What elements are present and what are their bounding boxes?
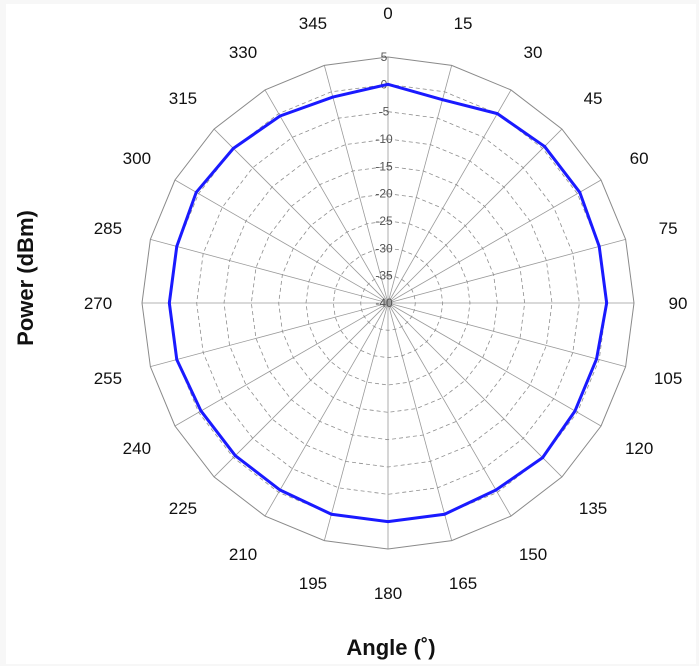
- spoke-line: [387, 302, 602, 427]
- data-point: [386, 520, 390, 524]
- angle-tick-label: 120: [625, 439, 653, 458]
- spoke-line: [387, 89, 512, 304]
- radial-tick-label: -20: [375, 187, 393, 201]
- angle-tick-label: 180: [374, 584, 402, 603]
- angle-tick-label: 30: [524, 43, 543, 62]
- data-point: [199, 409, 203, 413]
- spoke-line: [387, 302, 563, 478]
- angle-tick-labels: 0 15 30 45 60 75 90 105 120 135 150 165 180 195 210 225…: [84, 4, 688, 603]
- grid-ring: [305, 220, 471, 386]
- grid-ring: [360, 275, 416, 331]
- radial-tick-label: -35: [375, 269, 393, 283]
- spoke-line: [213, 128, 389, 304]
- angle-tick-label: 255: [94, 369, 122, 388]
- radial-tick-label: -40: [375, 296, 393, 310]
- angle-tick-label: 240: [123, 439, 151, 458]
- grid-ring: [250, 165, 526, 441]
- angle-tick-label: 270: [84, 294, 112, 313]
- angle-tick-label: 330: [229, 43, 257, 62]
- data-point: [175, 358, 179, 361]
- data-point: [331, 95, 335, 99]
- data-point: [330, 512, 333, 516]
- radial-tick-label: -30: [375, 241, 393, 255]
- spoke-line: [387, 302, 453, 541]
- spoke-line: [323, 302, 389, 541]
- data-point: [573, 409, 577, 413]
- outer-ring: [141, 56, 635, 550]
- angle-tick-label: 105: [654, 369, 682, 388]
- spoke-line: [387, 65, 453, 304]
- data-point: [278, 114, 282, 118]
- radial-tick-label: -25: [375, 214, 393, 228]
- radial-tick-label: 5: [381, 50, 388, 64]
- angle-tick-label: 135: [579, 499, 607, 518]
- data-point: [543, 145, 546, 148]
- angle-tick-label: 300: [123, 149, 151, 168]
- spoke-line: [323, 65, 389, 304]
- data-point: [597, 245, 601, 248]
- grid-ring: [223, 138, 553, 468]
- data-point: [233, 454, 237, 458]
- angle-tick-label: 45: [584, 89, 603, 108]
- data-point: [278, 488, 282, 492]
- radial-tick-label: -5: [379, 105, 390, 119]
- data-point: [443, 512, 446, 516]
- series-layer: [167, 82, 609, 524]
- angle-tick-label: 60: [630, 149, 649, 168]
- angle-tick-label: 150: [519, 545, 547, 564]
- spoke-line: [387, 128, 563, 304]
- spoke-line: [264, 302, 389, 517]
- data-point: [578, 190, 582, 194]
- x-axis-label: Angle (˚): [346, 635, 436, 660]
- spoke-line: [387, 302, 512, 517]
- angle-tick-label: 225: [169, 499, 197, 518]
- data-point: [541, 456, 545, 460]
- angle-tick-label: 315: [169, 89, 197, 108]
- polar-grid: [141, 56, 635, 550]
- chart-panel: [6, 4, 696, 664]
- angle-tick-label: 75: [659, 219, 678, 238]
- data-point: [175, 245, 179, 248]
- grid-ring: [278, 193, 498, 413]
- angle-tick-label: 165: [449, 574, 477, 593]
- spoke-line: [174, 179, 389, 304]
- spoke-line: [387, 238, 626, 304]
- angle-tick-label: 210: [229, 545, 257, 564]
- data-point: [605, 301, 609, 305]
- spoke-line: [174, 302, 389, 427]
- data-point: [386, 82, 390, 86]
- data-point: [194, 190, 198, 194]
- grid-ring: [332, 247, 444, 359]
- radial-tick-labels: 50-5-10-15-20-25-30-35-40: [375, 50, 393, 310]
- angle-tick-label: 285: [94, 219, 122, 238]
- spoke-line: [387, 302, 626, 368]
- angle-tick-label: 90: [669, 294, 688, 313]
- angle-tick-label: 345: [299, 14, 327, 33]
- angle-tick-label: 195: [299, 574, 327, 593]
- radial-tick-label: -10: [375, 132, 393, 146]
- grid-ring: [168, 83, 608, 523]
- data-point: [231, 146, 235, 150]
- angle-tick-label: 0: [383, 4, 392, 23]
- data-point: [495, 112, 499, 116]
- data-point: [595, 357, 598, 361]
- data-point: [167, 301, 171, 305]
- radial-tick-label: -15: [375, 159, 393, 173]
- angle-tick-label: 15: [454, 14, 473, 33]
- y-axis-label: Power (dBm): [13, 210, 38, 346]
- spoke-line: [150, 238, 389, 304]
- spoke-line: [150, 302, 389, 368]
- spoke-line: [213, 302, 389, 478]
- grid-ring: [196, 111, 580, 495]
- data-point: [494, 488, 498, 492]
- spoke-line: [264, 89, 389, 304]
- spoke-line: [387, 179, 602, 304]
- data-point: [441, 98, 444, 102]
